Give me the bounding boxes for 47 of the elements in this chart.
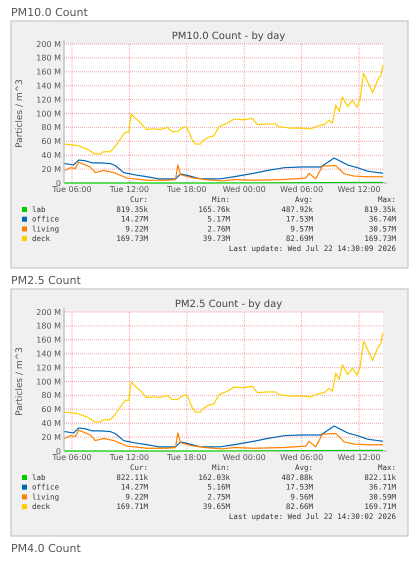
y-tick-label: 40 M	[41, 419, 62, 428]
y-tick-label: 180 M	[36, 54, 62, 63]
line-series	[64, 430, 384, 450]
y-tick-label: 200 M	[36, 308, 62, 317]
y-axis-title: Particles / m^3	[15, 79, 25, 148]
line-series	[64, 425, 384, 448]
x-tick-label: Tue 06:00	[51, 185, 92, 194]
y-tick-label: 120 M	[36, 363, 62, 372]
y-tick-label: 160 M	[36, 336, 62, 345]
line-series	[64, 332, 384, 422]
y-tick-label: 0	[56, 178, 61, 188]
y-tick-label: 120 M	[36, 95, 62, 104]
y-tick-label: 100 M	[36, 377, 62, 386]
x-tick-label: Wed 12:00	[338, 185, 381, 194]
line-series	[64, 157, 384, 180]
x-tick-label: Wed 06:00	[280, 453, 324, 462]
y-tick-label: 20 M	[41, 164, 62, 174]
x-tick-label: Wed 12:00	[338, 453, 381, 462]
chart-subtitle: PM10.0 Count	[11, 6, 88, 19]
line-series	[64, 64, 384, 154]
x-tick-label: Wed 00:00	[222, 185, 266, 194]
x-tick-label: Tue 12:00	[108, 185, 150, 194]
y-tick-label: 40 M	[41, 151, 62, 160]
x-tick-label: Tue 18:00	[166, 453, 206, 462]
y-tick-label: 20 M	[41, 432, 62, 442]
chart-subtitle: PM2.5 Count	[11, 274, 82, 287]
y-tick-label: 80 M	[41, 391, 62, 400]
x-tick-label: Wed 06:00	[280, 185, 324, 194]
y-tick-label: 180 M	[36, 322, 62, 331]
y-tick-label: 80 M	[41, 123, 62, 132]
y-tick-label: 60 M	[41, 137, 62, 146]
y-tick-label: 60 M	[41, 405, 62, 414]
x-tick-label: Tue 06:00	[51, 453, 92, 462]
chart-title: PM10.0 Count - by day	[172, 31, 286, 42]
x-tick-label: Tue 12:00	[108, 453, 150, 462]
y-tick-label: 0	[56, 446, 61, 456]
y-tick-label: 140 M	[36, 82, 62, 90]
y-tick-label: 140 M	[36, 350, 62, 358]
x-tick-label: Wed 00:00	[222, 453, 266, 462]
y-tick-label: 160 M	[36, 68, 62, 77]
y-tick-label: 200 M	[36, 40, 62, 49]
y-axis-title: Particles / m^3	[15, 347, 25, 416]
line-series	[64, 162, 384, 182]
x-tick-label: Tue 18:00	[166, 185, 206, 194]
y-tick-label: 100 M	[36, 109, 62, 118]
text: PM4.0 Count	[11, 542, 82, 555]
chart-title: PM2.5 Count - by day	[174, 299, 282, 310]
